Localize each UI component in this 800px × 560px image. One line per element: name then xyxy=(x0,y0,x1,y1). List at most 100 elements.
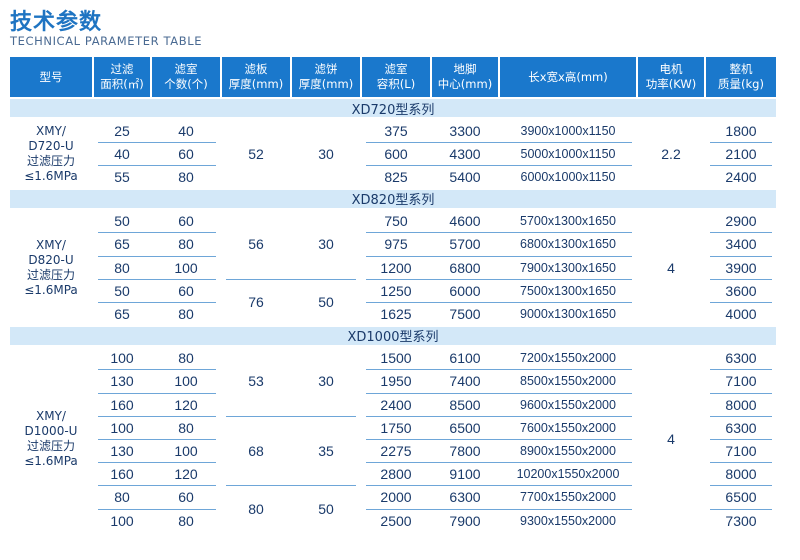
column-header-line: 型号 xyxy=(39,69,63,84)
row-divider xyxy=(366,392,632,394)
cell-area: 65 xyxy=(114,305,130,322)
cell-area: 80 xyxy=(114,259,130,276)
cell-foot: 6100 xyxy=(449,350,481,367)
row-divider xyxy=(98,232,216,234)
cell-mass: 8000 xyxy=(725,466,757,483)
cell-area: 100 xyxy=(110,350,134,367)
cell-volume: 2800 xyxy=(380,466,412,483)
cell-volume: 600 xyxy=(384,145,408,162)
cell-area: 130 xyxy=(110,442,134,459)
column-header: 滤室 容积(L) xyxy=(362,57,430,97)
cell-foot: 6800 xyxy=(449,259,481,276)
model-line: ≤1.6MPa xyxy=(24,454,78,469)
cell-cake-thickness: 30 xyxy=(318,373,334,390)
row-divider xyxy=(98,508,216,510)
column-header-line: 地脚 xyxy=(453,62,477,76)
row-divider xyxy=(98,141,216,143)
column-header-line: 滤饼 xyxy=(314,62,338,76)
row-divider xyxy=(98,392,216,394)
cell-volume: 2000 xyxy=(380,489,412,506)
cell-mass: 2100 xyxy=(725,145,757,162)
page-subtitle: TECHNICAL PARAMETER TABLE xyxy=(10,34,203,48)
row-divider xyxy=(366,415,632,417)
cell-mass: 8000 xyxy=(725,396,757,413)
model-cell: XMY/D720-U 过滤压力 ≤1.6MPa xyxy=(10,119,92,189)
cell-volume: 1200 xyxy=(380,259,412,276)
cell-area: 40 xyxy=(114,145,130,162)
cell-chambers: 60 xyxy=(178,489,194,506)
row-divider xyxy=(98,301,216,303)
cell-volume: 975 xyxy=(384,236,408,253)
column-header: 长x宽x高(mm) xyxy=(500,57,636,97)
cell-area: 80 xyxy=(114,489,130,506)
row-divider xyxy=(366,232,632,234)
cell-volume: 750 xyxy=(384,213,408,230)
cell-dims: 6000x1000x1150 xyxy=(520,169,616,184)
row-divider xyxy=(98,255,216,257)
cell-chambers: 100 xyxy=(174,442,198,459)
row-divider xyxy=(710,508,772,510)
row-divider xyxy=(710,485,772,487)
cell-foot: 6000 xyxy=(449,282,481,299)
row-divider xyxy=(98,462,216,464)
cell-mass: 6500 xyxy=(725,489,757,506)
cell-mass: 7100 xyxy=(725,442,757,459)
cell-volume: 825 xyxy=(384,168,408,185)
model-line: 过滤压力 xyxy=(26,439,75,454)
model-line: D1000-U xyxy=(24,424,78,439)
column-header: 电机 功率(KW) xyxy=(638,57,704,97)
cell-area: 50 xyxy=(114,282,130,299)
cell-chambers: 40 xyxy=(178,122,194,139)
series-title: XD820型系列 xyxy=(10,189,776,208)
cell-cake-thickness: 35 xyxy=(318,442,334,459)
column-header-line: 滤室 xyxy=(384,62,408,76)
cell-chambers: 120 xyxy=(174,466,198,483)
column-header: 滤室 个数(个) xyxy=(152,57,220,97)
cell-volume: 2400 xyxy=(380,396,412,413)
row-divider xyxy=(710,164,772,166)
cell-dims: 10200x1550x2000 xyxy=(516,467,620,482)
cell-mass: 4000 xyxy=(725,305,757,322)
cell-chambers: 80 xyxy=(178,236,194,253)
cell-mass: 2400 xyxy=(725,168,757,185)
row-divider xyxy=(98,415,216,417)
column-header: 整机 质量(kg) xyxy=(706,57,776,97)
column-header-line: 长x宽x高(mm) xyxy=(528,69,608,84)
cell-dims: 5000x1000x1150 xyxy=(520,146,616,161)
cell-volume: 1625 xyxy=(380,305,412,322)
column-header-line: 质量(kg) xyxy=(718,77,764,91)
column-header-line: 滤室 xyxy=(174,62,198,76)
model-line: XMY/ xyxy=(36,409,66,424)
cell-dims: 7700x1550x2000 xyxy=(520,490,616,505)
cell-foot: 7900 xyxy=(449,512,481,529)
cell-volume: 2500 xyxy=(380,512,412,529)
cell-foot: 5400 xyxy=(449,168,481,185)
column-header-line: 面积(㎡) xyxy=(100,77,144,91)
cell-chambers: 60 xyxy=(178,145,194,162)
cell-area: 130 xyxy=(110,373,134,390)
cell-dims: 9000x1300x1650 xyxy=(520,306,616,321)
row-divider xyxy=(710,232,772,234)
model-line: D820-U xyxy=(28,252,74,267)
cell-dims: 7900x1300x1650 xyxy=(520,260,616,275)
row-divider xyxy=(366,301,632,303)
row-divider xyxy=(366,164,632,166)
row-divider xyxy=(226,415,356,417)
cell-dims: 7600x1550x2000 xyxy=(520,420,616,435)
cell-foot: 4600 xyxy=(449,213,481,230)
model-cell: XMY/D820-U 过滤压力 ≤1.6MPa xyxy=(10,210,92,326)
cell-area: 65 xyxy=(114,236,130,253)
cell-mass: 6300 xyxy=(725,350,757,367)
cell-mass: 6300 xyxy=(725,419,757,436)
column-header-line: 电机 xyxy=(659,62,683,76)
cell-plate-thickness: 80 xyxy=(248,500,264,517)
cell-cake-thickness: 30 xyxy=(318,145,334,162)
cell-plate-thickness: 56 xyxy=(248,236,264,253)
model-line: ≤1.6MPa xyxy=(24,282,78,297)
cell-cake-thickness: 50 xyxy=(318,294,334,311)
cell-plate-thickness: 76 xyxy=(248,294,264,311)
cell-area: 25 xyxy=(114,122,130,139)
row-divider xyxy=(98,164,216,166)
row-divider xyxy=(98,438,216,440)
column-header: 型号 xyxy=(10,57,92,97)
